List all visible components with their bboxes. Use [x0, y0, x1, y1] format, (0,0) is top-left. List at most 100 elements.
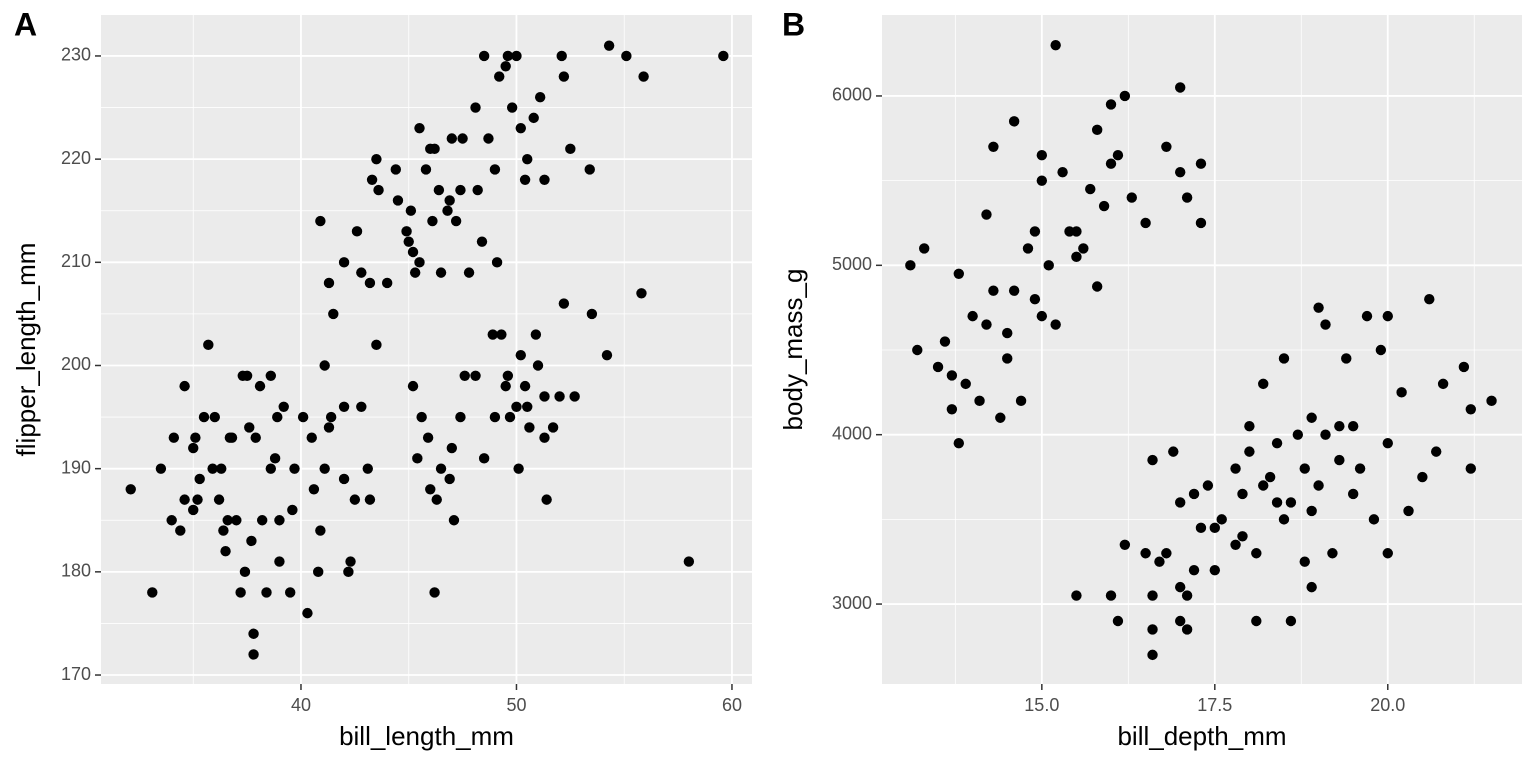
y-tick-label: 170: [61, 664, 91, 684]
point: [470, 102, 481, 113]
plot-panel: [882, 15, 1522, 684]
point: [315, 215, 326, 227]
point: [431, 494, 442, 505]
point: [1112, 615, 1124, 627]
point: [1188, 488, 1200, 500]
point: [1271, 497, 1283, 508]
point: [539, 432, 550, 443]
point: [319, 463, 330, 474]
point: [1465, 404, 1477, 415]
point: [1043, 260, 1054, 271]
point: [1306, 505, 1317, 517]
point: [1195, 522, 1207, 534]
point: [216, 463, 227, 474]
point: [343, 566, 354, 578]
point: [1486, 395, 1497, 407]
point: [308, 484, 320, 495]
y-tick-label: 6000: [832, 85, 872, 105]
point: [1431, 446, 1442, 457]
point: [981, 319, 992, 330]
point: [147, 587, 158, 598]
point: [1320, 429, 1331, 440]
x-tick-label: 40: [291, 695, 311, 715]
point: [381, 277, 393, 289]
point: [265, 463, 277, 474]
point: [1437, 378, 1449, 390]
point: [319, 360, 330, 371]
point: [289, 463, 300, 474]
y-axis-title: body_mass_g: [778, 269, 808, 431]
point: [489, 164, 501, 175]
point: [338, 257, 350, 268]
point: [155, 463, 167, 474]
point: [425, 143, 436, 155]
point: [1237, 488, 1248, 500]
point: [328, 308, 339, 320]
point: [1008, 116, 1020, 127]
point: [1417, 471, 1428, 483]
x-tick-label: 15.0: [1024, 695, 1059, 715]
point: [192, 494, 203, 505]
point: [1299, 556, 1310, 567]
point: [967, 310, 978, 322]
point: [1105, 158, 1117, 169]
point: [1105, 590, 1117, 601]
point: [444, 473, 455, 485]
point: [1119, 90, 1131, 102]
panel-label: B: [782, 6, 805, 42]
point: [1036, 175, 1048, 186]
x-tick-label: 17.5: [1197, 695, 1232, 715]
point: [1147, 590, 1158, 601]
point: [313, 566, 324, 578]
point: [519, 174, 531, 185]
point: [246, 535, 257, 547]
y-tick-label: 190: [61, 457, 91, 477]
point: [1008, 285, 1020, 296]
point: [1112, 150, 1124, 161]
point: [345, 556, 356, 567]
point: [220, 546, 231, 557]
point: [547, 422, 559, 433]
point: [1175, 497, 1186, 508]
y-tick-label: 220: [61, 148, 91, 168]
point: [261, 587, 272, 598]
point: [371, 153, 382, 165]
y-tick-label: 3000: [832, 593, 872, 613]
point: [1029, 226, 1041, 237]
point: [502, 370, 514, 382]
point: [506, 102, 518, 113]
x-tick-label: 60: [722, 695, 742, 715]
point: [491, 257, 503, 268]
point: [1396, 387, 1407, 398]
point: [302, 607, 313, 619]
point: [1098, 200, 1110, 212]
point: [166, 515, 177, 526]
point: [435, 463, 447, 474]
point: [414, 257, 425, 268]
point: [250, 432, 261, 443]
point: [407, 246, 419, 258]
point: [1251, 548, 1262, 559]
point: [338, 401, 350, 412]
point: [946, 404, 958, 415]
point: [494, 71, 505, 82]
point: [274, 515, 285, 526]
point: [524, 422, 535, 433]
point: [450, 215, 462, 227]
point: [988, 141, 999, 152]
point: [1091, 281, 1103, 292]
point: [556, 50, 567, 62]
point: [1078, 243, 1089, 254]
point: [194, 473, 205, 485]
point: [188, 504, 199, 516]
point: [1119, 539, 1131, 550]
point: [1209, 564, 1221, 576]
point: [1071, 251, 1082, 263]
point: [265, 370, 277, 382]
point: [427, 215, 438, 227]
point: [718, 50, 729, 62]
point: [390, 164, 401, 175]
point: [442, 205, 453, 216]
point: [1465, 463, 1477, 474]
point: [1036, 150, 1048, 161]
